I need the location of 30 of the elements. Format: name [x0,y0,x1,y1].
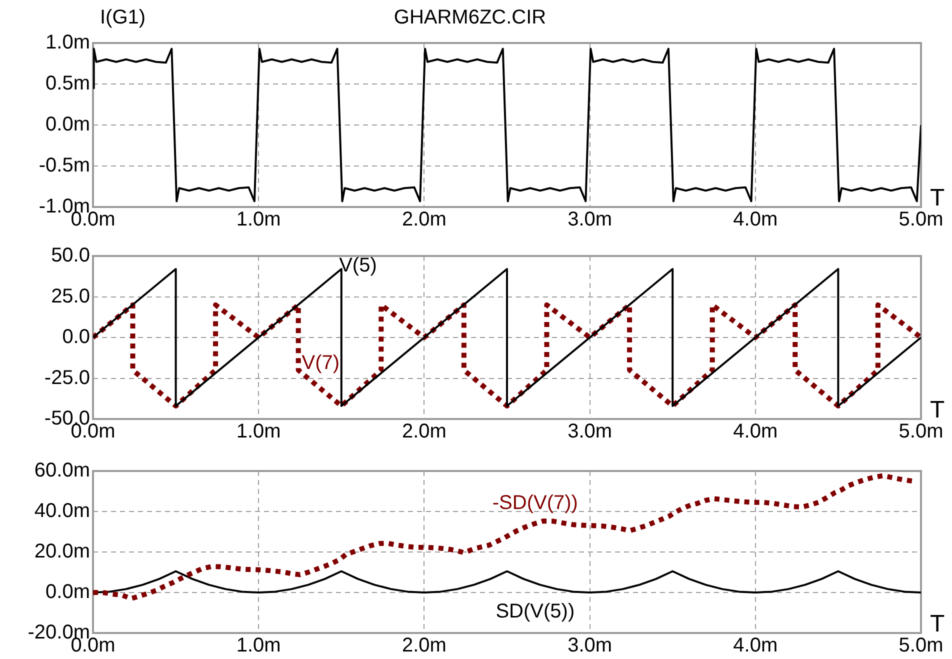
y-tick-label: 0.0 [62,326,90,348]
series-label: SD(V(5)) [496,600,575,622]
y-tick-label: 0.5m [46,72,90,95]
y-tick-label: -25.0 [44,366,90,389]
series-label: -SD(V(7)) [492,492,578,514]
x-tick-label: 4.0m [733,634,778,657]
x-tick-label: 2.0m [402,420,446,443]
y-axis-title: I(G1) [100,6,146,29]
x-tick-label: 4.0m [733,208,778,231]
x-tick-label: 2.0m [402,634,446,657]
x-tick-label: 1.0m [236,420,281,443]
y-tick-label: -0.5m [38,154,90,177]
y-tick-label: 40.0m [34,500,90,522]
y-tick-label: 0.0m [46,114,90,136]
y-tick-label: 50.0 [51,244,90,267]
x-tick-label: 3.0m [568,634,612,657]
series-label: V(7) [302,352,340,374]
x-tick-label: 2.0m [402,208,446,231]
y-tick-label: 20.0m [34,540,90,563]
y-tick-label: 1.0m [46,32,90,54]
series-label: V(5) [339,254,377,276]
x-tick-label: 1.0m [236,634,281,657]
y-tick-label: 0.0m [46,581,90,604]
y-tick-label: 25.0 [51,285,90,308]
x-tick-label: 1.0m [236,208,281,231]
x-tick-label: 3.0m [568,420,612,443]
y-tick-label: 60.0m [34,460,90,482]
x-tick-label: 4.0m [733,420,778,443]
x-tick-label: 3.0m [568,208,612,231]
chart-title: GHARM6ZC.CIR [394,6,546,29]
